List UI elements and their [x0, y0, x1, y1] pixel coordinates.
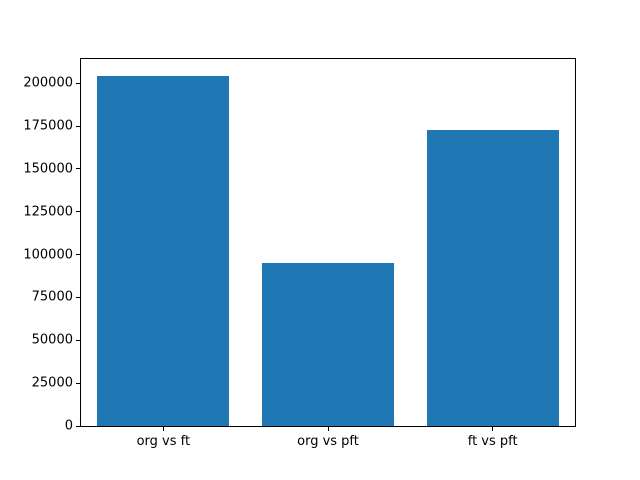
- plot-area: 0 25000 50000 75000 100000 125000 150000 175000…: [23, 58, 576, 448]
- y-tick-mark: [76, 254, 80, 256]
- bar: [262, 263, 394, 426]
- y-tick-mark: [76, 425, 80, 427]
- x-tick-label: org vs ft: [136, 434, 191, 449]
- y-tick-label: 125000: [23, 204, 73, 220]
- y-tick-label: 50000: [31, 332, 73, 348]
- x-tick-mark: [327, 427, 329, 431]
- y-tick-label: 75000: [31, 289, 73, 305]
- y-tick-mark: [76, 382, 80, 384]
- bar: [426, 129, 559, 426]
- x-tick-label: ft vs pft: [467, 434, 518, 449]
- y-tick-label: 0: [64, 418, 73, 434]
- x-tick-label: org vs pft: [297, 434, 359, 449]
- y-tick-label: 150000: [23, 161, 73, 177]
- y-tick-mark: [76, 168, 80, 170]
- y-tick-mark: [76, 339, 80, 341]
- y-tick-mark: [76, 125, 80, 127]
- y-tick-mark: [76, 82, 80, 84]
- y-tick-label: 100000: [23, 247, 73, 263]
- x-tick-mark: [492, 427, 494, 431]
- y-tick-label: 175000: [23, 118, 73, 134]
- y-tick-mark: [76, 211, 80, 213]
- y-tick-mark: [76, 296, 80, 298]
- y-tick-label: 200000: [23, 75, 73, 91]
- y-tick-label: 25000: [31, 375, 73, 391]
- bar: [97, 76, 230, 426]
- x-tick-mark: [162, 427, 164, 431]
